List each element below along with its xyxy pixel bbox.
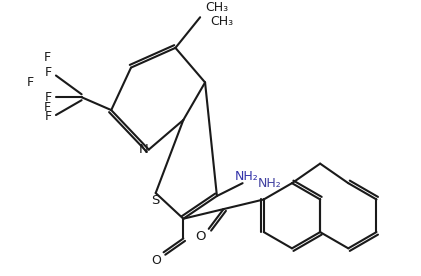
Text: NH₂: NH₂ <box>234 170 258 183</box>
Text: F: F <box>45 110 52 123</box>
Text: S: S <box>152 194 160 208</box>
Text: NH₂: NH₂ <box>257 177 281 190</box>
Text: CH₃: CH₃ <box>210 15 233 28</box>
Text: O: O <box>196 230 206 243</box>
Text: F: F <box>43 51 51 64</box>
Text: N: N <box>139 143 149 156</box>
Text: F: F <box>45 91 52 104</box>
Text: F: F <box>43 101 51 114</box>
Text: O: O <box>151 254 161 267</box>
Text: F: F <box>45 66 52 79</box>
Text: F: F <box>27 76 34 89</box>
Text: CH₃: CH₃ <box>205 1 228 14</box>
